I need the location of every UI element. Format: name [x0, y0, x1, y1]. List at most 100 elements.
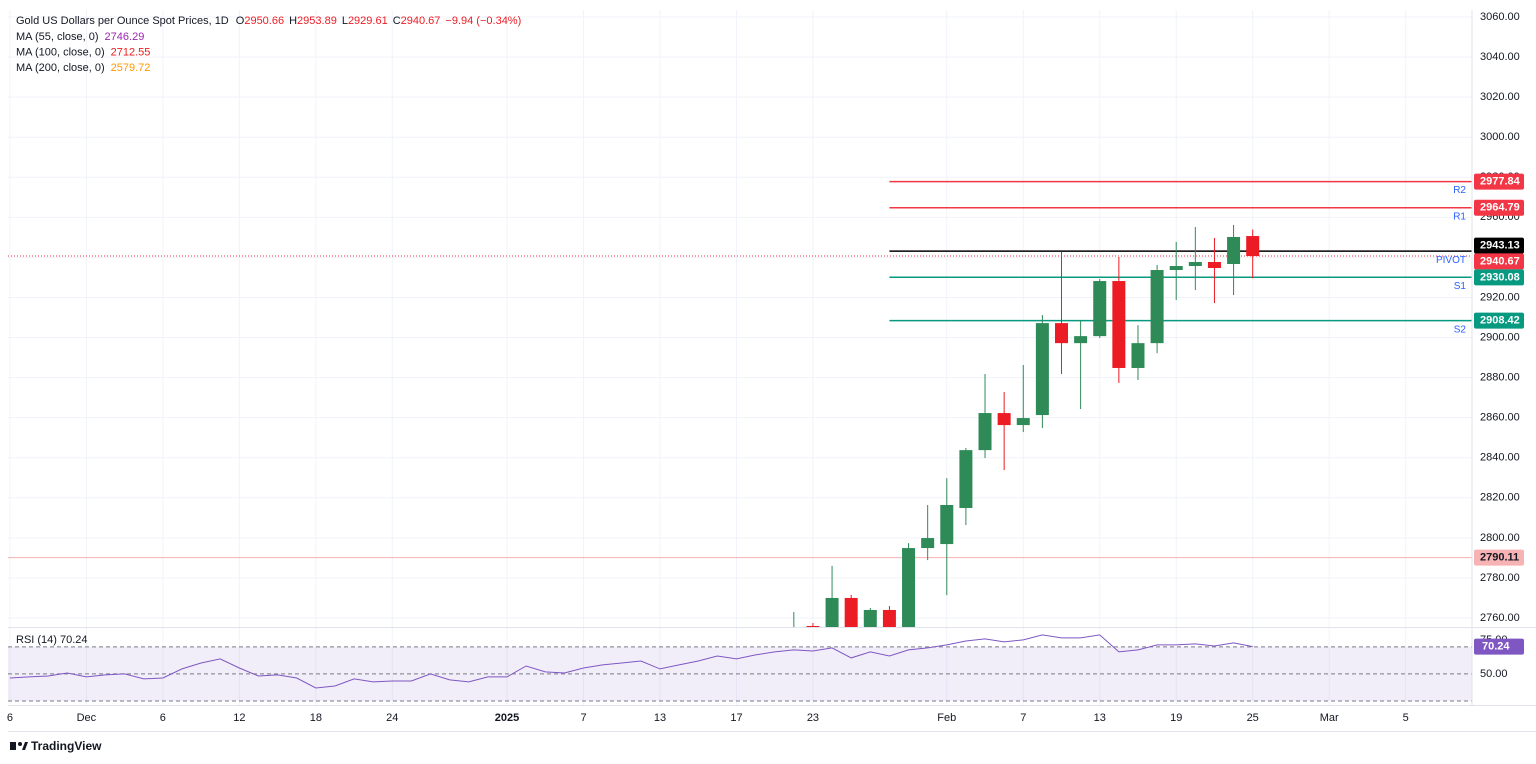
- x-tick-label: Feb: [937, 712, 956, 724]
- ohlc-letter: C: [393, 15, 401, 27]
- candle-body: [806, 625, 820, 627]
- candle-body: [1016, 418, 1030, 426]
- candle-body: [1093, 281, 1107, 337]
- candle-body: [1227, 236, 1241, 265]
- x-tick-label: 7: [580, 712, 586, 724]
- ma-legend: MA (200, close, 0) 2579.72: [16, 62, 150, 74]
- candle-body: [1054, 323, 1068, 344]
- candle-body: [1188, 262, 1202, 267]
- x-tick-label: Mar: [1320, 712, 1339, 724]
- ma-value: 2712.55: [111, 46, 151, 58]
- candle-body: [1169, 266, 1183, 271]
- y-tick-label: 2840.00: [1480, 452, 1520, 464]
- label-layer: R2 R1 PIVOT S1 S2 2977.84 2964.79 2943.13 2940.6…: [16, 15, 1524, 655]
- rsi-legend-value: 70.24: [60, 634, 88, 646]
- axis-layer: 6 Dec 6 12 18 24 2025 7 13 17 23 Feb 7 13 19 25 Mar 5 3060…: [7, 11, 1520, 724]
- price-label-box: [1474, 199, 1524, 216]
- y-tick-label: 2760.00: [1480, 612, 1520, 624]
- y-tick-label: 3040.00: [1480, 51, 1520, 63]
- ohlc-letter: O: [236, 15, 245, 27]
- candle-body: [921, 538, 935, 549]
- x-tick-label: 6: [7, 712, 13, 724]
- x-tick-label: 13: [1094, 712, 1106, 724]
- pivot-level-name: PIVOT: [1436, 255, 1466, 266]
- x-tick-label: 19: [1170, 712, 1182, 724]
- x-tick-label: 17: [730, 712, 742, 724]
- ohlc-value: 2940.67: [401, 15, 441, 27]
- price-label: 2977.84: [1480, 176, 1521, 188]
- ma-name: MA (55, close, 0): [16, 31, 99, 43]
- x-tick-label: 5: [1403, 712, 1409, 724]
- candle-body: [1207, 262, 1221, 269]
- ohlc-value: 2953.89: [297, 15, 337, 27]
- candle-body: [1150, 270, 1164, 344]
- price-label-box: [1474, 253, 1524, 270]
- y-tick-label: 2780.00: [1480, 572, 1520, 584]
- candle-body: [1131, 343, 1145, 368]
- y-tick-label: 2880.00: [1480, 372, 1520, 384]
- price-label-box: [1474, 269, 1524, 286]
- grid-layer: [8, 10, 1472, 705]
- x-tick-label: Dec: [77, 712, 97, 724]
- candle-body: [959, 450, 973, 509]
- price-pane: [8, 180, 1472, 634]
- x-tick-label: 25: [1247, 712, 1259, 724]
- price-label-box: [1474, 549, 1524, 566]
- price-label: 2790.11: [1480, 552, 1519, 564]
- y-tick-label: 2900.00: [1480, 331, 1520, 343]
- candle-body: [787, 630, 800, 634]
- ma-value: 2579.72: [111, 62, 151, 74]
- ma-legend: MA (100, close, 0) 2712.55: [16, 46, 150, 58]
- y-tick-label: 2800.00: [1480, 532, 1520, 544]
- candle-body: [1035, 323, 1049, 416]
- pivot-level-name: R1: [1453, 211, 1466, 222]
- x-tick-label: 18: [310, 712, 322, 724]
- candle-body: [1074, 336, 1088, 344]
- price-label: 2943.13: [1480, 240, 1520, 252]
- candle-body: [882, 609, 896, 627]
- x-tick-label: 13: [654, 712, 666, 724]
- rsi-value-box: [1474, 638, 1524, 655]
- candle-body: [1246, 236, 1260, 257]
- ma-name: MA (100, close, 0): [16, 46, 105, 58]
- logo-icon: [18, 742, 22, 746]
- legend: Gold US Dollars per Ounce Spot Prices, 1…: [16, 15, 521, 27]
- candle-body: [863, 609, 877, 627]
- x-tick-label: 24: [386, 712, 398, 724]
- brand: TradingView: [31, 739, 102, 753]
- y-tick-label: 2920.00: [1480, 291, 1520, 303]
- pivot-level-name: S2: [1454, 324, 1467, 335]
- y-tick-label: 2860.00: [1480, 412, 1520, 424]
- y-tick-label: 3020.00: [1480, 91, 1520, 103]
- ma-value: 2746.29: [105, 31, 145, 43]
- price-label-box: [1474, 173, 1524, 190]
- rsi-value-label: 70.24: [1482, 640, 1510, 652]
- ohlc-value: 2929.61: [348, 15, 388, 27]
- candle-body: [825, 597, 839, 627]
- candle-body: [1112, 281, 1126, 368]
- ma-name: MA (200, close, 0): [16, 62, 105, 74]
- y-tick-label: 3060.00: [1480, 11, 1520, 23]
- change: −9.94 (−0.34%): [445, 15, 521, 27]
- ohlc-letter: L: [342, 15, 348, 27]
- x-tick-label: 23: [807, 712, 819, 724]
- pivot-level-name: R2: [1453, 185, 1466, 196]
- logo: TradingView: [10, 739, 102, 753]
- candle-body: [844, 597, 858, 627]
- price-label: 2940.67: [1480, 255, 1520, 267]
- price-label: 2908.42: [1480, 315, 1520, 327]
- ma-legend: MA (55, close, 0) 2746.29: [16, 31, 144, 43]
- price-label-box: [1474, 237, 1524, 254]
- x-tick-label: 12: [233, 712, 245, 724]
- x-tick-label: 2025: [495, 712, 519, 724]
- y-tick-label: 2820.00: [1480, 492, 1520, 504]
- rsi-line: [9, 634, 1253, 689]
- candle-body: [997, 413, 1011, 426]
- legend-title: Gold US Dollars per Ounce Spot Prices, 1…: [16, 15, 229, 27]
- x-tick-label: 7: [1020, 712, 1026, 724]
- pivot-level-name: S1: [1454, 281, 1467, 292]
- x-tick-label: 6: [160, 712, 166, 724]
- price-label-box: [1474, 312, 1524, 329]
- candle-body: [978, 413, 992, 451]
